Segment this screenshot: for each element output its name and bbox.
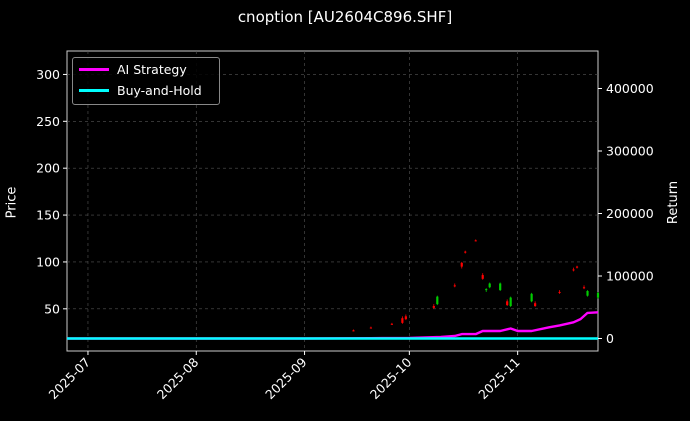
y-right-tick-label: 400000 bbox=[606, 81, 654, 96]
candle-body bbox=[582, 287, 586, 289]
candle-body bbox=[481, 275, 484, 279]
x-tick-label: 2025-08 bbox=[154, 354, 202, 402]
legend-item-buy-and-hold: Buy-and-Hold bbox=[79, 83, 202, 98]
candle-body bbox=[464, 251, 467, 253]
legend-label-ai-strategy: AI Strategy bbox=[117, 62, 187, 77]
y-right-tick-label: 300000 bbox=[606, 144, 654, 159]
candle-body bbox=[485, 289, 488, 291]
legend-item-ai-strategy: AI Strategy bbox=[79, 62, 187, 77]
x-tick-label: 2025-09 bbox=[262, 354, 310, 402]
candle-body bbox=[488, 283, 491, 288]
candle-body bbox=[436, 296, 439, 305]
lines-layer bbox=[67, 311, 599, 340]
y-right-tick-label: 0 bbox=[606, 331, 614, 346]
candle-body bbox=[575, 266, 579, 268]
y-left-tick-label: 200 bbox=[36, 161, 60, 176]
candle-body bbox=[534, 303, 537, 306]
chart-title: cnoption [AU2604C896.SHF] bbox=[237, 8, 453, 26]
candle-body bbox=[474, 240, 477, 242]
candles-layer bbox=[352, 239, 600, 332]
y-left-tick-label: 300 bbox=[36, 67, 60, 82]
candle-body bbox=[572, 269, 575, 271]
y-axis-right-label: Return bbox=[666, 180, 682, 225]
x-tick-label: 2025-10 bbox=[367, 354, 415, 402]
candle-body bbox=[432, 306, 435, 308]
y-left-tick-label: 250 bbox=[36, 114, 60, 129]
x-tick-label: 2025-07 bbox=[46, 355, 94, 403]
candle-body bbox=[453, 285, 456, 287]
candle-body bbox=[401, 318, 404, 323]
y-right-tick-label: 200000 bbox=[606, 206, 654, 221]
candle-body bbox=[586, 291, 589, 296]
candle-body bbox=[404, 316, 407, 320]
candle-body bbox=[390, 323, 393, 325]
y-right-tick-label: 100000 bbox=[606, 269, 654, 284]
y-left-tick-label: 150 bbox=[36, 208, 60, 223]
candle-body bbox=[558, 291, 561, 293]
candle-body bbox=[596, 292, 600, 298]
candle-body bbox=[369, 327, 373, 329]
legend: AI Strategy Buy-and-Hold bbox=[72, 57, 220, 105]
candle-body bbox=[499, 283, 502, 291]
legend-swatch-ai-strategy bbox=[79, 68, 109, 71]
y-left-tick-label: 100 bbox=[36, 254, 60, 269]
x-tick-label: 2025-11 bbox=[475, 355, 523, 403]
legend-label-buy-and-hold: Buy-and-Hold bbox=[117, 83, 202, 98]
candle-body bbox=[509, 297, 512, 306]
candle-body bbox=[352, 330, 355, 332]
candle-body bbox=[460, 262, 463, 267]
candle-body bbox=[506, 301, 509, 306]
y-left-tick-label: 50 bbox=[44, 301, 60, 316]
y-axis-left-label: Price bbox=[4, 186, 20, 219]
candle-body bbox=[530, 293, 533, 302]
legend-swatch-buy-and-hold bbox=[79, 89, 109, 92]
